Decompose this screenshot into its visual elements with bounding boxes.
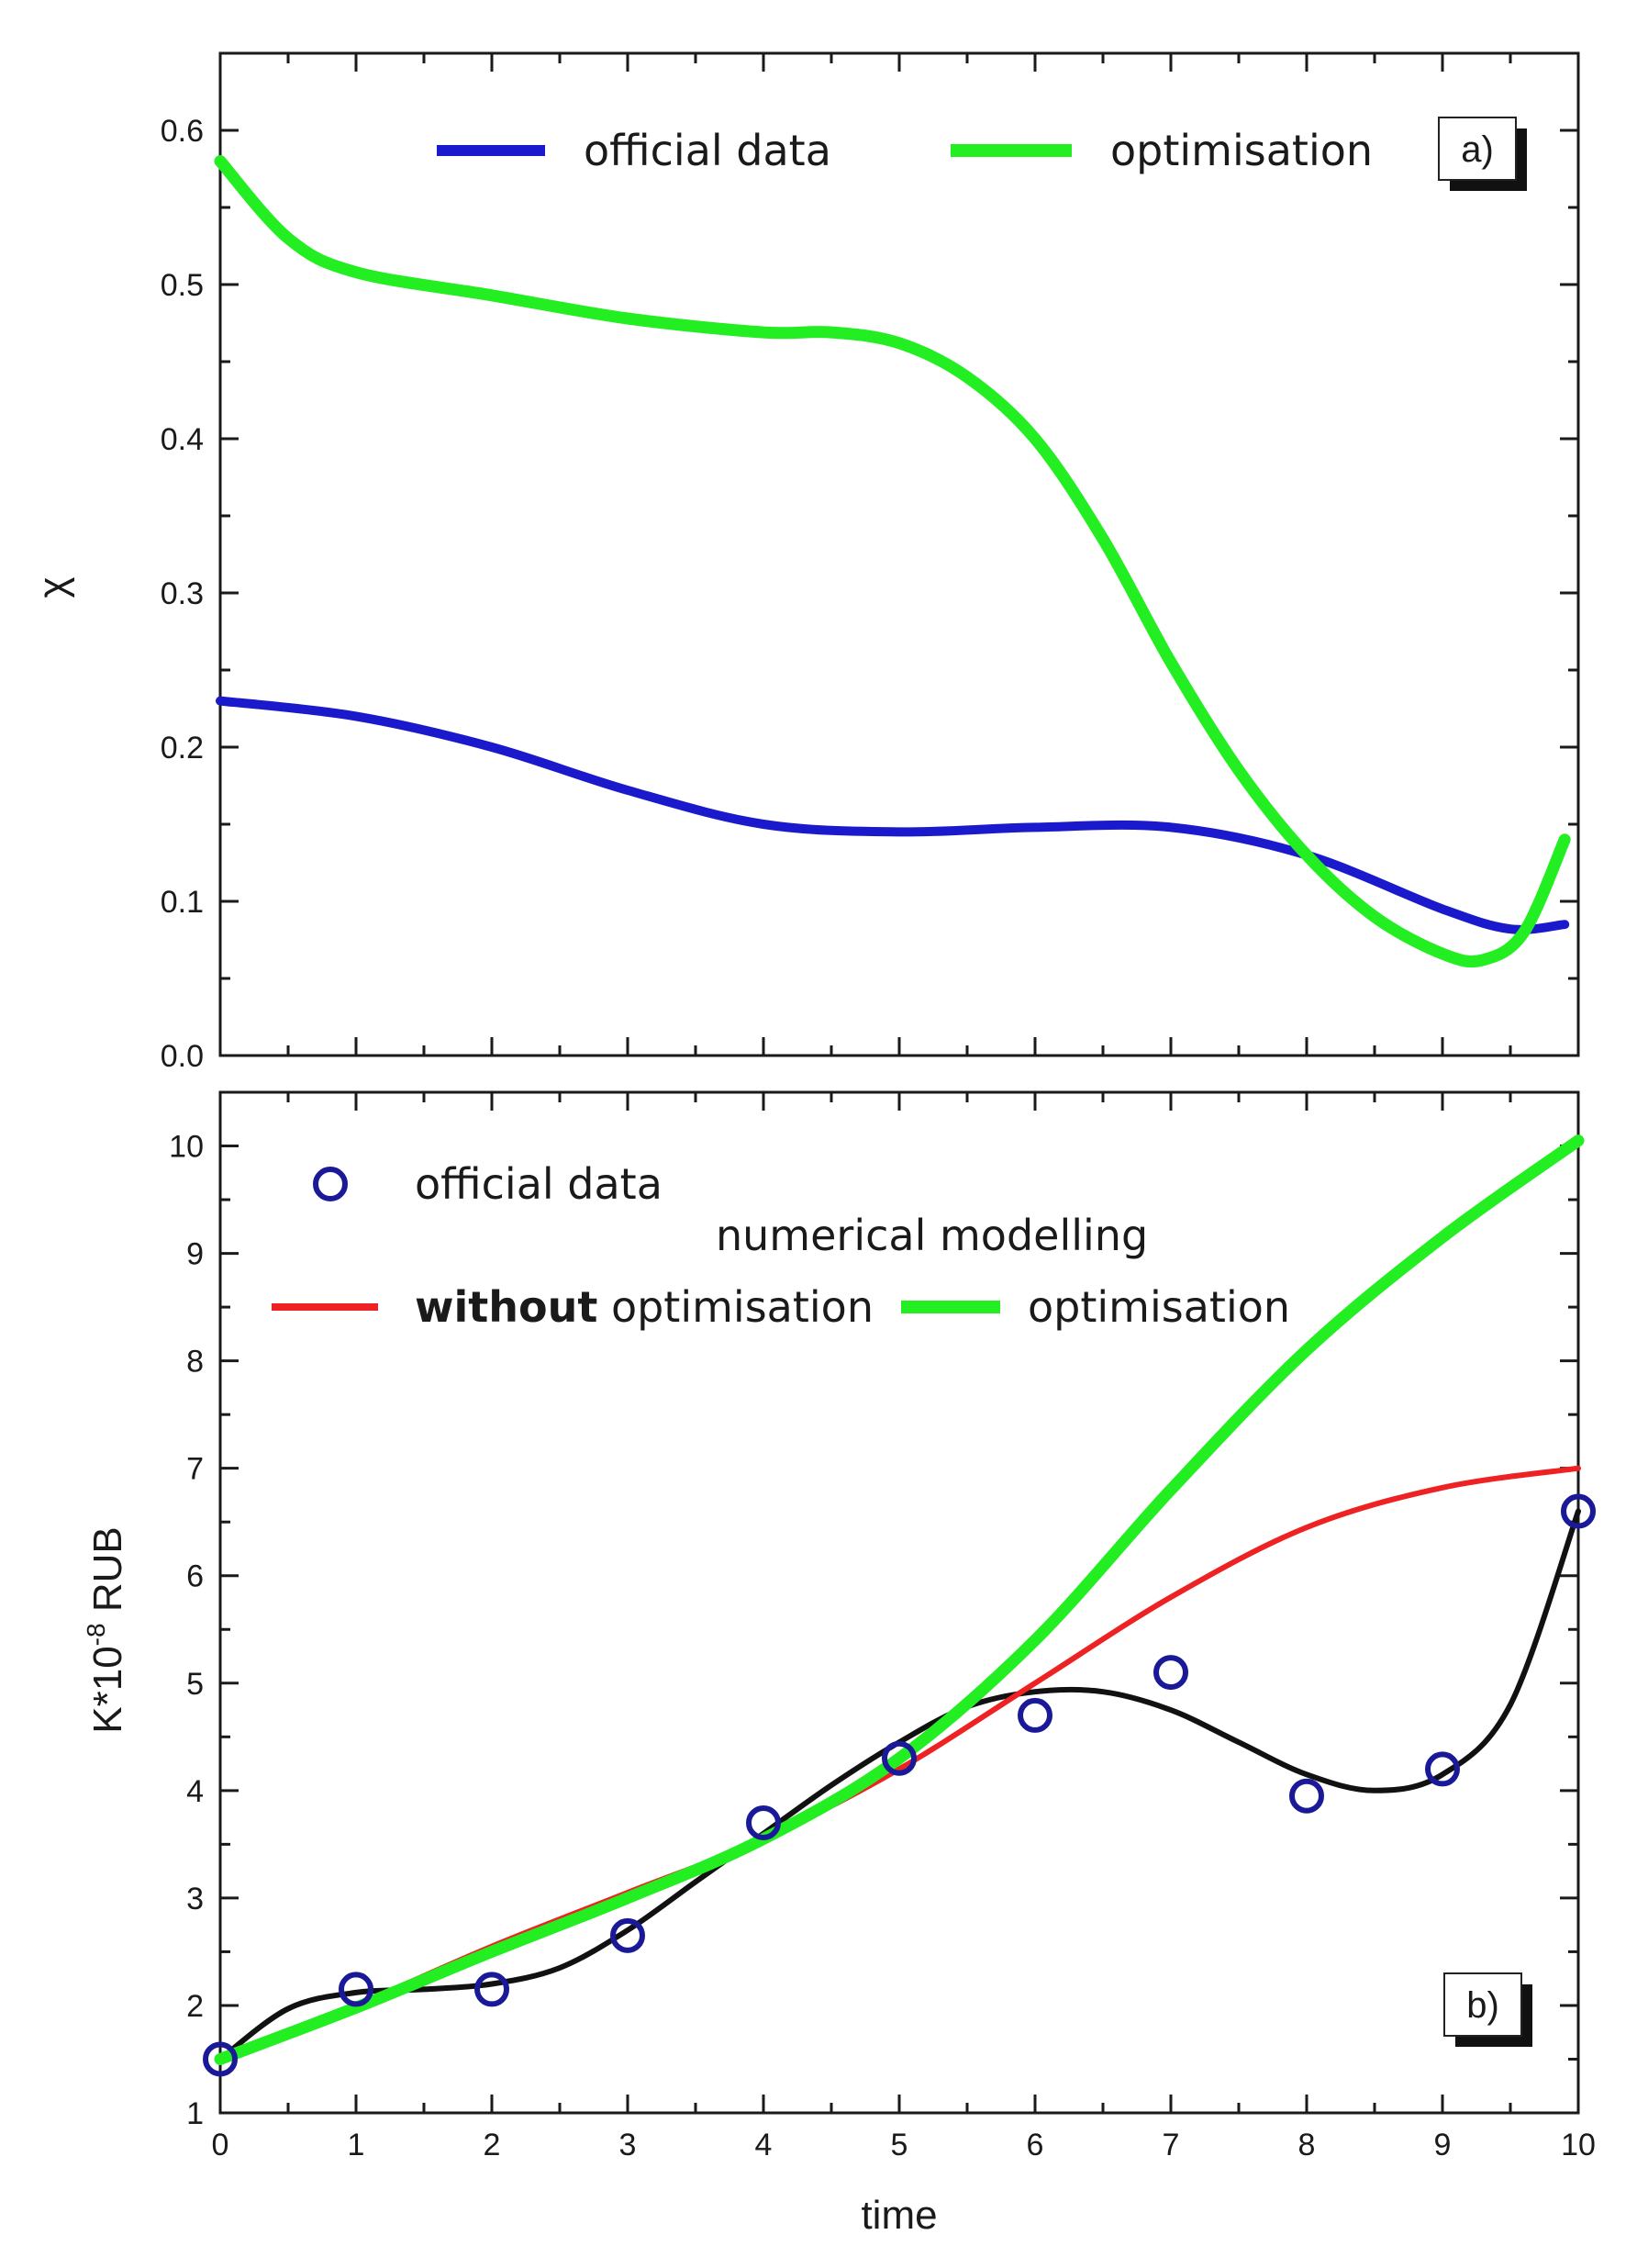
panel-a-ytick-label: 0.4 [161,422,204,457]
legend-label-optimisation-suffix: optimisation [597,1282,874,1332]
panel-label-b: b) [1466,1985,1499,2026]
panel-b-xtick-label: 4 [755,2128,773,2162]
panel-a-ytick-label: 0.3 [161,576,204,611]
panel-b-line-official-data-smooth-fit- [217,1508,1581,2062]
legend-label-optimisation-a: optimisation [1110,126,1373,175]
series-a [214,155,1571,968]
panel-b-point-official-data [1153,1655,1188,1691]
legend-label-without-bold: without [415,1282,597,1332]
panel-b-xtick-label: 9 [1434,2128,1452,2162]
panel-b-point-official-data [746,1804,781,1840]
plot-frame-b [218,1090,1580,2115]
legend-label-without-optimisation: without optimisation [415,1282,874,1332]
panel-b-ytick-label: 2 [186,1989,204,2024]
panel-b-xtick-label: 3 [619,2128,637,2162]
panel-b-ytick-label: 10 [169,1130,204,1165]
panel-b-point-official-data [1561,1493,1596,1529]
panel-b-ytick-label: 3 [186,1882,204,1916]
panel-b-ytick-label: 1 [186,2096,204,2131]
panel-b-point-official-data [1425,1751,1460,1787]
x-axis-title: time [861,2193,937,2238]
panel-a: 0.0 0.1 0.2 0.3 0.4 0.5 0.6 χ official data op… [30,51,1580,1074]
panel-a-ytick-label: 0.5 [161,268,204,303]
y-axis-title-a: χ [30,576,75,598]
panel-label-box-b [1443,1972,1522,2037]
y-axis-title-b-main: K*10 [85,1646,130,1733]
panel-b-ytick-label: 6 [186,1559,204,1594]
panel-a-ytick-label: 0.1 [161,885,204,920]
panel-b-ytick-label: 4 [186,1774,204,1809]
panel-b-ytick-label: 7 [186,1452,204,1487]
plot-frame-a [218,51,1580,1057]
panel-b-xtick-label: 8 [1298,2128,1316,2162]
y-axis-title-b-unit: RUB [85,1526,130,1623]
panel-b-point-official-data [339,1972,373,2007]
panel-b-xtick-label: 0 [212,2128,229,2162]
y-axis-title-b: K*10-8 RUB [82,1526,130,1733]
ticks-a: 0.0 0.1 0.2 0.3 0.4 0.5 0.6 [161,51,1580,1074]
series-b [203,1134,1596,2077]
panel-b-point-official-data [1289,1778,1324,1814]
panel-b-point-official-data [474,1972,509,2007]
panel-b-point-official-data [610,1917,645,1953]
panel-b-xtick-label: 2 [484,2128,501,2162]
panel-label-box-a [1438,117,1517,181]
legend-marker-official-b [313,1167,348,1201]
y-axis-title-b-sup: -8 [82,1623,110,1646]
panel-b-xtick-label: 6 [1027,2128,1044,2162]
panel-a-ytick-label: 0.2 [161,731,204,765]
panel-b-xtick-label: 10 [1561,2128,1596,2162]
legend-label-optimisation-b: optimisation [1028,1282,1290,1332]
panel-b-point-official-data [882,1740,917,1776]
legend-label-official-a: official data [584,126,831,175]
panel-b-xtick-label: 5 [891,2128,908,2162]
panel-label-a: a) [1461,129,1494,170]
legend-label-official-b: official data [415,1159,663,1209]
panel-b-point-official-data [203,2041,238,2077]
panel-a-line-official-data [216,696,1570,934]
panel-b-ytick-label: 8 [186,1345,204,1380]
panel-a-line-optimisation [214,155,1571,968]
panel-b-point-official-data [1018,1697,1052,1733]
panel-a-ytick-label: 0.0 [161,1039,204,1074]
panel-b-xtick-label: 1 [348,2128,365,2162]
panel-b-ytick-label: 9 [186,1237,204,1272]
panel-b-line-optimisation [214,1134,1585,2065]
panel-a-ytick-label: 0.6 [161,114,204,149]
panel-b-xtick-label: 7 [1163,2128,1180,2162]
panel-b-ytick-label: 5 [186,1667,204,1702]
legend-title-numerical-modelling: numerical modelling [716,1211,1148,1260]
